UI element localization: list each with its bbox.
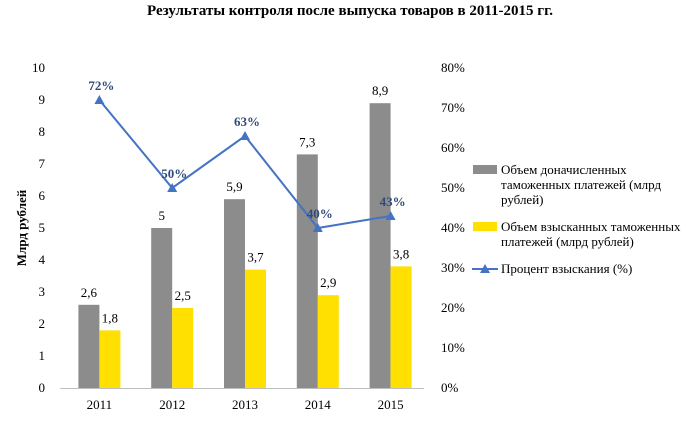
legend-label: Процент взыскания (%) <box>501 261 632 276</box>
y2-tick-label: 40% <box>441 220 465 235</box>
y-axis-ticks: 0 1 2 3 4 5 6 7 8 9 10 <box>32 60 46 395</box>
bar-data-label: 3,7 <box>247 250 264 265</box>
legend-label: Объем доначисленных <box>501 162 627 177</box>
legend-marker <box>480 264 490 273</box>
bar <box>245 269 266 388</box>
line-data-label: 43% <box>380 194 406 209</box>
bar <box>390 266 412 388</box>
line-point-marker <box>167 183 178 192</box>
y2-tick-label: 70% <box>441 100 465 115</box>
line-point-marker <box>240 131 250 140</box>
x-axis-ticks: 2011 2012 2013 2014 2015 <box>87 397 404 412</box>
y-tick-label: 10 <box>32 60 45 75</box>
bar-data-label: 8,9 <box>372 83 388 98</box>
line-data-label: 72% <box>88 78 114 93</box>
line-data-label: 50% <box>161 166 187 181</box>
x-tick-label: 2013 <box>232 397 258 412</box>
y-tick-label: 1 <box>39 348 46 363</box>
legend-label: Объем взысканных таможенных <box>501 219 681 234</box>
line-point-marker <box>94 95 105 104</box>
line-layer: 72% 50% 63% 40% 43% <box>88 78 406 232</box>
legend-swatch <box>473 222 497 231</box>
bar-data-label: 5 <box>158 208 165 223</box>
bar <box>317 295 339 388</box>
y2-tick-label: 0% <box>441 380 459 395</box>
bar <box>172 308 194 388</box>
bar-data-label: 2,6 <box>81 285 98 300</box>
x-tick-label: 2015 <box>378 397 404 412</box>
bar-labels: 2,6 5 5,9 7,3 8,9 1,8 2,5 3,7 2,9 3,8 <box>81 83 409 325</box>
y-tick-label: 3 <box>39 284 46 299</box>
bar <box>369 103 391 388</box>
bar-data-label: 5,9 <box>226 179 242 194</box>
legend-label: платежей (млрд рублей) <box>501 234 634 249</box>
legend-label: таможенных платежей (млрд <box>501 177 661 192</box>
y-tick-label: 5 <box>39 220 46 235</box>
bar <box>224 199 245 388</box>
chart-title: Результаты контроля после выпуска товаро… <box>147 3 553 19</box>
y-tick-label: 0 <box>39 380 46 395</box>
y2-tick-label: 10% <box>441 340 465 355</box>
bar-data-label: 7,3 <box>299 134 315 149</box>
line-point-marker <box>385 211 396 220</box>
line-data-label: 40% <box>307 206 333 221</box>
y-tick-label: 2 <box>39 316 46 331</box>
bar-data-label: 2,9 <box>320 275 336 290</box>
line-point-marker <box>312 223 323 232</box>
y2-tick-label: 80% <box>441 60 465 75</box>
y2-tick-label: 30% <box>441 260 465 275</box>
bar <box>78 304 100 388</box>
bar <box>151 228 173 388</box>
y-tick-label: 7 <box>39 156 46 171</box>
y2-tick-label: 20% <box>441 300 465 315</box>
bar <box>99 330 121 388</box>
y-tick-label: 4 <box>39 252 46 267</box>
line-data-label: 63% <box>234 114 260 129</box>
y2-tick-label: 50% <box>441 180 465 195</box>
bar-data-label: 1,8 <box>102 310 118 325</box>
bar-data-label: 3,8 <box>393 246 409 261</box>
x-tick-label: 2011 <box>87 397 113 412</box>
bar-data-label: 2,5 <box>175 288 191 303</box>
bar <box>296 154 318 388</box>
y-axis-label: Млрд рублей <box>14 189 29 266</box>
x-tick-label: 2014 <box>305 397 332 412</box>
legend-label: рублей) <box>501 192 544 207</box>
y-tick-label: 8 <box>39 124 46 139</box>
legend-swatch <box>473 165 497 174</box>
y-tick-label: 9 <box>39 92 46 107</box>
x-tick-label: 2012 <box>159 397 185 412</box>
y-tick-label: 6 <box>39 188 46 203</box>
y2-axis-ticks: 0% 10% 20% 30% 40% 50% 60% 70% 80% <box>441 60 465 395</box>
bars <box>78 103 412 388</box>
y2-tick-label: 60% <box>441 140 465 155</box>
